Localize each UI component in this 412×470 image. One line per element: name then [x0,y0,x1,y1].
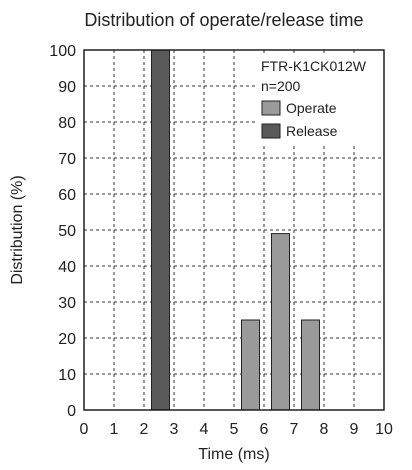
x-tick-label: 1 [110,421,119,438]
legend-label-release: Release [286,123,338,139]
y-tick-label: 0 [67,403,76,420]
legend-swatch-release [261,123,281,139]
bar-operate [241,319,260,411]
x-tick-label: 5 [230,421,239,438]
legend-label-operate: Operate [286,100,337,116]
x-tick-labels: 0 1 2 3 4 5 6 7 8 9 10 [80,421,393,438]
legend: FTR-K1CK012W n=200 Operate Release [257,56,381,144]
x-tick-label: 2 [140,421,149,438]
y-tick-label: 30 [58,295,76,312]
y-tick-label: 10 [58,367,76,384]
legend-swatch-operate [261,100,281,116]
x-tick-label: 8 [320,421,329,438]
annotation-model: FTR-K1CK012W [261,58,367,74]
x-tick-label: 4 [200,421,209,438]
y-tick-label: 70 [58,151,76,168]
y-tick-label: 100 [49,43,76,60]
x-tick-label: 7 [290,421,299,438]
bar-operate [301,319,320,411]
x-tick-label: 0 [80,421,89,438]
y-tick-label: 50 [58,223,76,240]
plot-area-frame [83,49,385,411]
x-tick-label: 3 [170,421,179,438]
y-axis-label: Distribution (%) [9,175,26,284]
y-tick-label: 80 [58,115,76,132]
bar-release [151,49,170,411]
y-tick-label: 90 [58,79,76,96]
x-tick-label: 9 [350,421,359,438]
x-tick-label: 10 [375,421,393,438]
chart-title: Distribution of operate/release time [84,10,363,30]
y-tick-label: 20 [58,331,76,348]
x-tick-label: 6 [260,421,269,438]
x-axis-label: Time (ms) [198,446,269,463]
y-tick-labels: 0 10 20 30 40 50 60 70 80 90 100 [49,43,76,420]
bar-operate [271,233,290,411]
y-tick-label: 40 [58,259,76,276]
annotation-sample-size: n=200 [261,78,301,94]
bars-group [151,49,320,411]
y-tick-label: 60 [58,187,76,204]
